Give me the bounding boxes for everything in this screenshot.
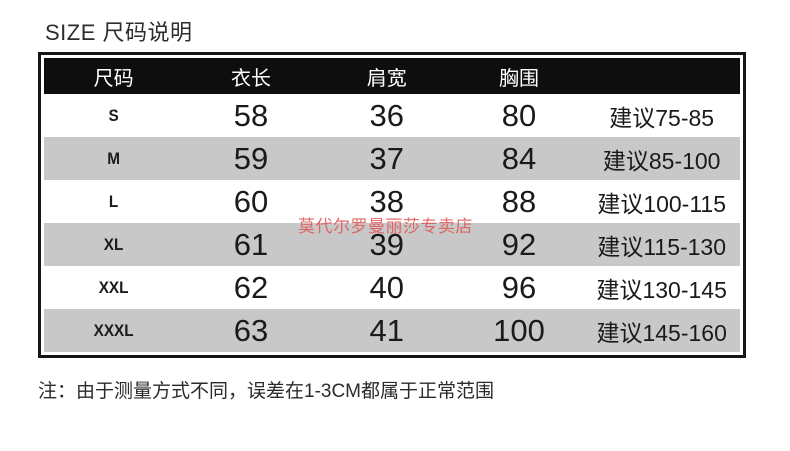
size-label: S — [108, 105, 119, 125]
bust-value: 96 — [501, 269, 537, 305]
size-label: M — [107, 148, 120, 168]
shoulder-value: 40 — [369, 269, 404, 305]
header-length: 衣长 — [231, 67, 272, 90]
bust-value: 100 — [493, 312, 545, 348]
size-label: XXL — [98, 277, 129, 297]
suggest-value: 建议130-145 — [596, 276, 727, 303]
bust-value: 92 — [501, 226, 537, 262]
shoulder-value: 41 — [369, 312, 404, 348]
size-label: XL — [103, 234, 124, 254]
measurement-note: 注：由于测量方式不同，误差在1-3CM都属于正常范围 — [38, 381, 495, 402]
bust-value: 80 — [501, 97, 537, 133]
shoulder-value: 39 — [369, 226, 404, 262]
size-label: L — [108, 191, 119, 211]
table-body: S 58 36 80 建议75-85 M 59 37 84 建议85-100 L… — [44, 94, 740, 352]
table-row: L 60 38 88 建议100-115 — [44, 180, 740, 223]
suggest-value: 建议115-130 — [597, 233, 727, 260]
size-table: 尺码 衣长 肩宽 胸围 S 58 36 80 建议75-85 M 59 37 8… — [38, 52, 746, 358]
shoulder-value: 38 — [369, 183, 404, 219]
length-value: 59 — [233, 140, 269, 176]
length-value: 63 — [233, 312, 269, 348]
header-bust: 胸围 — [499, 67, 539, 90]
suggest-value: 建议85-100 — [602, 147, 721, 174]
length-value: 58 — [233, 97, 269, 133]
bust-value: 84 — [501, 140, 537, 176]
table-row: XL 61 39 92 建议115-130 — [44, 223, 740, 266]
bust-value: 88 — [501, 183, 537, 219]
table-row: S 58 36 80 建议75-85 — [44, 94, 740, 137]
page-title: SIZE 尺码说明 — [45, 20, 193, 45]
table-header-row: 尺码 衣长 肩宽 胸围 — [44, 58, 740, 94]
length-value: 61 — [233, 226, 269, 262]
table-row: XXL 62 40 96 建议130-145 — [44, 266, 740, 309]
shoulder-value: 36 — [369, 97, 404, 133]
suggest-value: 建议100-115 — [597, 190, 727, 217]
suggest-value: 建议75-85 — [609, 104, 715, 131]
table-row: XXXL 63 41 100 建议145-160 — [44, 309, 740, 352]
length-value: 60 — [233, 183, 269, 219]
header-size: 尺码 — [93, 67, 134, 90]
length-value: 62 — [233, 269, 269, 305]
suggest-value: 建议145-160 — [596, 319, 727, 346]
shoulder-value: 37 — [369, 140, 404, 176]
header-shoulder: 肩宽 — [366, 67, 407, 90]
size-label: XXXL — [93, 320, 134, 340]
table-row: M 59 37 84 建议85-100 — [44, 137, 740, 180]
